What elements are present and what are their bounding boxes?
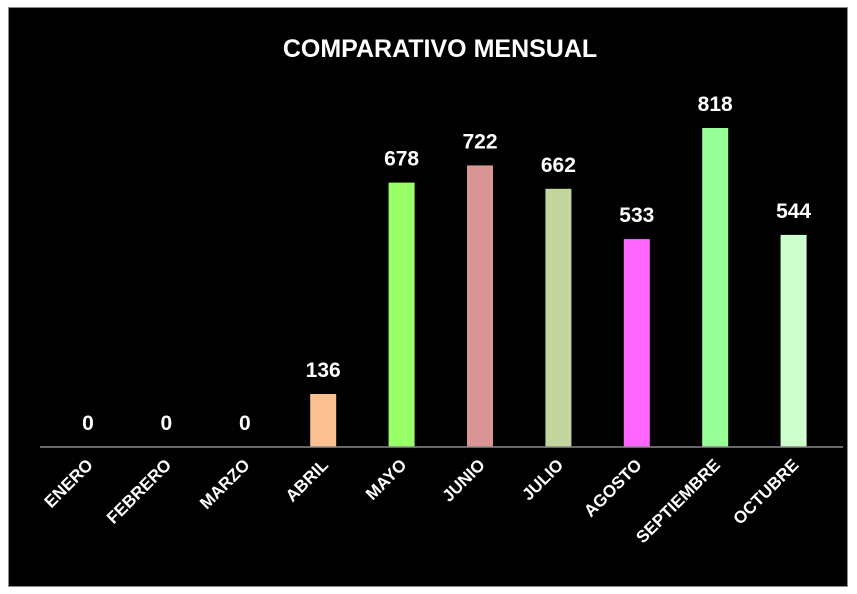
bars-group: [310, 128, 807, 448]
data-label-abril: 136: [306, 359, 341, 382]
data-label-julio: 662: [541, 154, 576, 177]
data-label-febrero: 0: [161, 412, 173, 435]
data-label-enero: 0: [82, 412, 94, 435]
bar-julio: [545, 188, 572, 448]
data-label-junio: 722: [462, 130, 497, 153]
data-label-agosto: 533: [619, 204, 654, 227]
bar-agosto: [623, 239, 650, 447]
tick-label-julio: JULIO: [518, 455, 567, 504]
data-labels-group: 0 0 0 136 678 722 662 533 818 544: [82, 93, 811, 435]
tick-label-mayo: MAYO: [362, 455, 410, 503]
tick-label-agosto: AGOSTO: [580, 455, 645, 520]
bar-abril: [310, 394, 337, 447]
data-label-marzo: 0: [239, 412, 251, 435]
data-label-septiembre: 818: [698, 93, 733, 116]
tick-label-septiembre: SEPTIEMBRE: [632, 455, 724, 547]
x-tick-labels-group: ENERO FEBRERO MARZO ABRIL MAYO JUNIO JULIO AGOS…: [41, 455, 803, 547]
tick-label-marzo: MARZO: [196, 455, 254, 513]
bar-octubre: [780, 234, 807, 447]
bar-septiembre: [702, 128, 729, 447]
tick-label-enero: ENERO: [41, 455, 97, 511]
data-label-mayo: 678: [384, 148, 419, 171]
tick-label-junio: JUNIO: [439, 455, 489, 505]
tick-label-abril: ABRIL: [282, 455, 332, 505]
bar-junio: [467, 165, 493, 447]
tick-label-octubre: OCTUBRE: [730, 455, 803, 528]
tick-label-febrero: FEBRERO: [103, 455, 175, 527]
bar-mayo: [388, 182, 415, 447]
data-label-octubre: 544: [776, 200, 811, 223]
chart-title: COMPARATIVO MENSUAL: [283, 35, 597, 63]
